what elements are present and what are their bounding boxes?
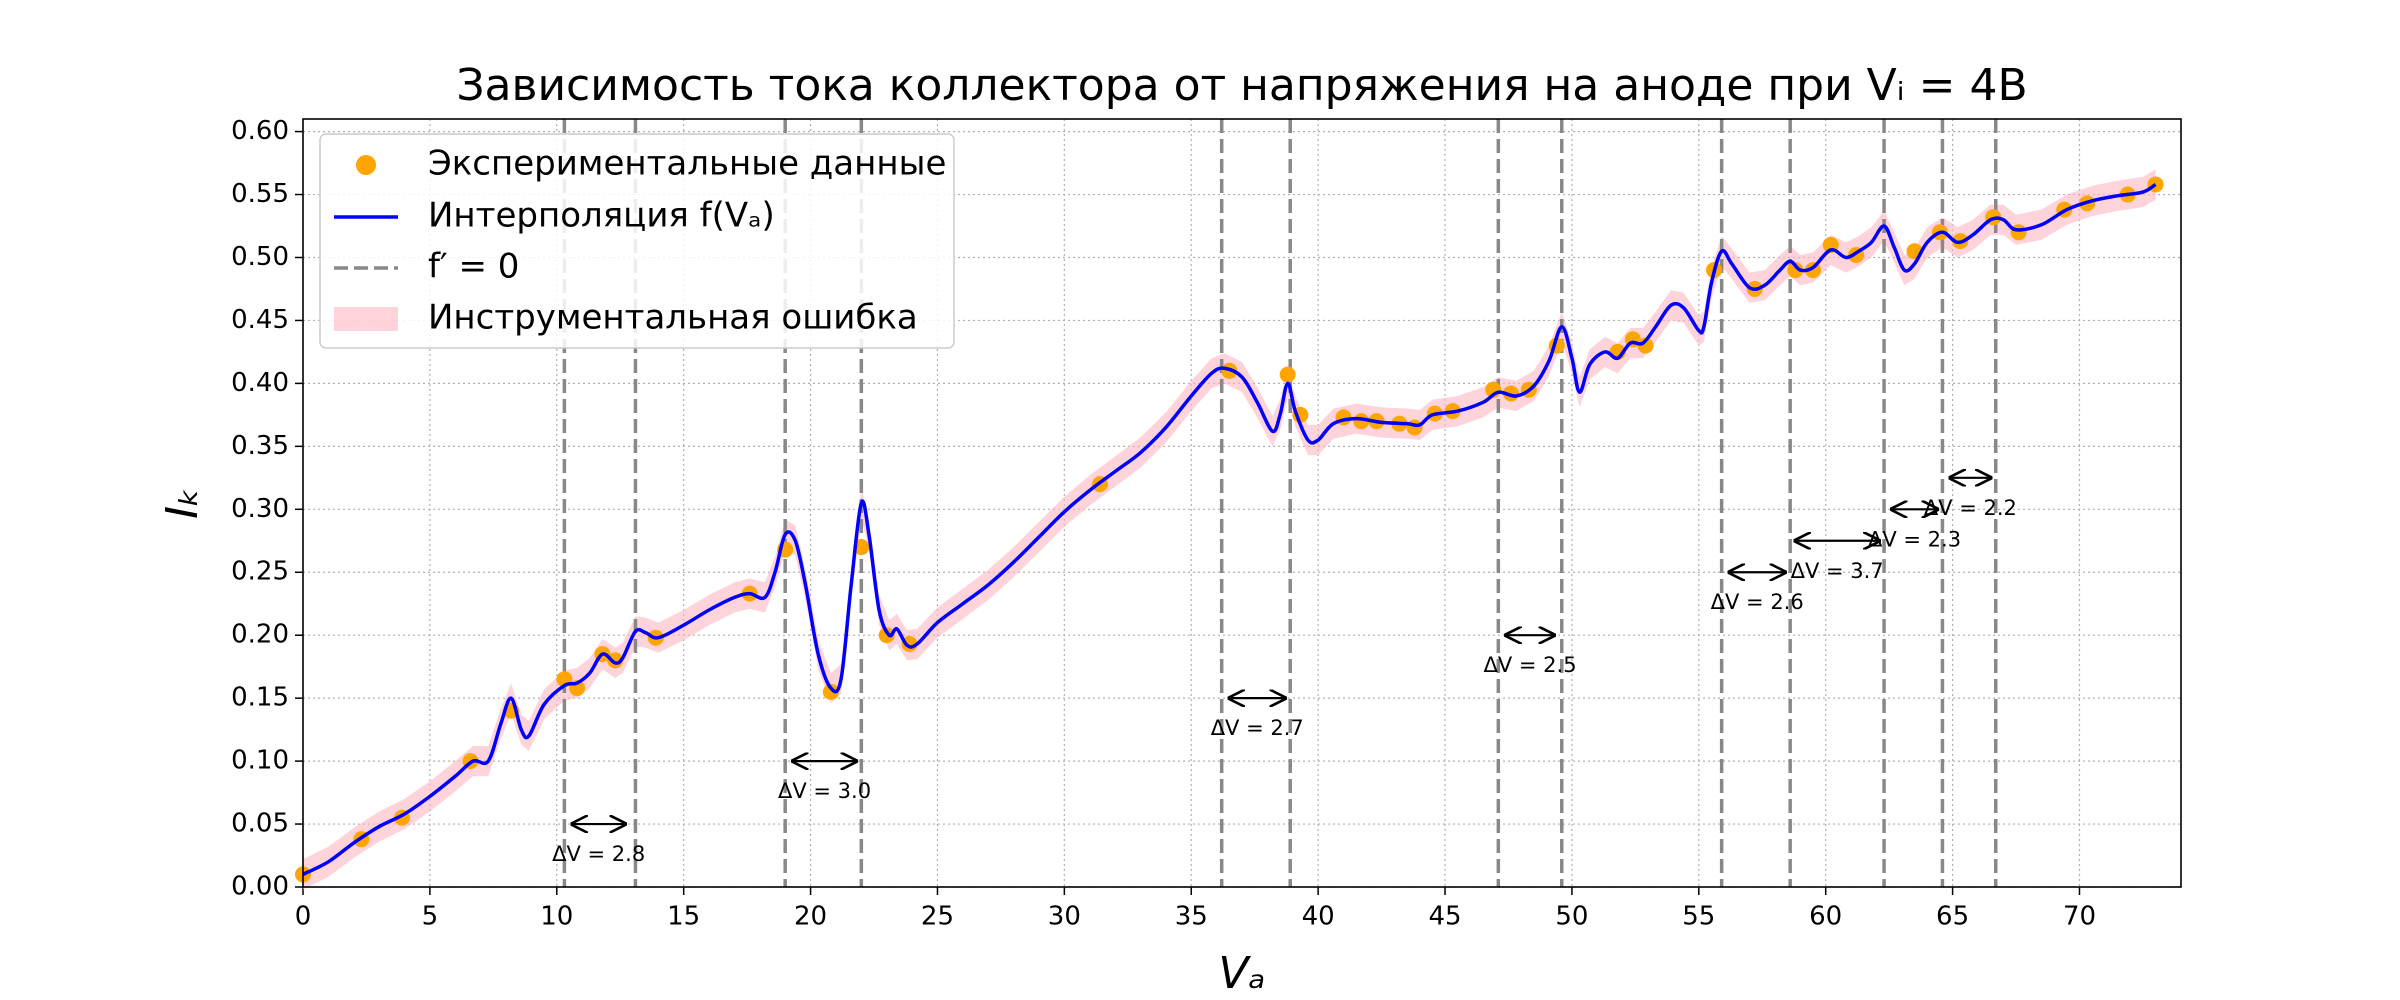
x-tick-label: 35 — [1175, 902, 1208, 932]
legend-marker — [356, 155, 376, 175]
delta-label: ΔV = 2.6 — [1711, 590, 1804, 614]
y-tick-label: 0.35 — [231, 431, 289, 461]
x-tick-label: 40 — [1302, 902, 1335, 932]
x-tick-label: 55 — [1682, 902, 1715, 932]
delta-label: ΔV = 2.8 — [552, 842, 645, 866]
x-tick-label: 0 — [295, 902, 312, 932]
x-axis-label: Vₐ — [1218, 948, 1265, 999]
interpolation-line — [302, 182, 2157, 876]
y-tick-label: 0.40 — [231, 368, 289, 398]
y-tick-label: 0.50 — [231, 242, 289, 272]
y-tick-label: 0.25 — [231, 557, 289, 587]
y-tick-label: 0.45 — [231, 305, 289, 335]
x-tick-label: 30 — [1048, 902, 1081, 932]
y-tick-label: 0.20 — [231, 620, 289, 650]
y-tick-label: 0.15 — [231, 683, 289, 713]
delta-label: ΔV = 2.5 — [1484, 653, 1577, 677]
y-tick-label: 0.60 — [231, 116, 289, 146]
y-tick-label: 0.00 — [231, 872, 289, 902]
x-tick-label: 15 — [667, 902, 700, 932]
chart-title: Зависимость тока коллектора от напряжени… — [456, 60, 2027, 111]
data-point — [1787, 262, 1804, 279]
legend-box — [319, 133, 955, 349]
y-tick-label: 0.30 — [231, 494, 289, 524]
delta-label: ΔV = 2.2 — [1924, 496, 2017, 520]
x-tick-label: 65 — [1936, 902, 1969, 932]
legend-label: Экспериментальные данные — [428, 144, 946, 184]
x-tick-label: 10 — [540, 902, 573, 932]
data-point — [1279, 366, 1296, 383]
y-axis-label: Iₖ — [157, 487, 208, 519]
legend-label: Инструментальная ошибка — [428, 298, 918, 338]
error-band — [303, 169, 2156, 890]
x-tick-label: 60 — [1809, 902, 1842, 932]
delta-label: ΔV = 2.3 — [1868, 527, 1961, 551]
data-point — [822, 683, 839, 700]
data-point — [878, 627, 895, 644]
x-tick-label: 5 — [422, 902, 439, 932]
x-tick-label: 20 — [794, 902, 827, 932]
plot-frame — [302, 118, 2182, 888]
data-point — [1406, 419, 1423, 436]
y-tick-label: 0.10 — [231, 746, 289, 776]
delta-label: ΔV = 3.7 — [1791, 559, 1884, 583]
y-tick-label: 0.05 — [231, 809, 289, 839]
data-point — [1637, 337, 1654, 354]
delta-label: ΔV = 3.0 — [778, 779, 871, 803]
x-tick-label: 70 — [2063, 902, 2096, 932]
x-tick-label: 45 — [1428, 902, 1461, 932]
x-tick-label: 50 — [1555, 902, 1588, 932]
x-tick-label: 25 — [921, 902, 954, 932]
legend-label: Интерполяция f(Vₐ) — [428, 196, 775, 236]
delta-label: ΔV = 2.7 — [1211, 716, 1304, 740]
legend-label: f′ = 0 — [428, 247, 519, 287]
y-tick-label: 0.55 — [231, 179, 289, 209]
legend-marker — [334, 307, 398, 331]
